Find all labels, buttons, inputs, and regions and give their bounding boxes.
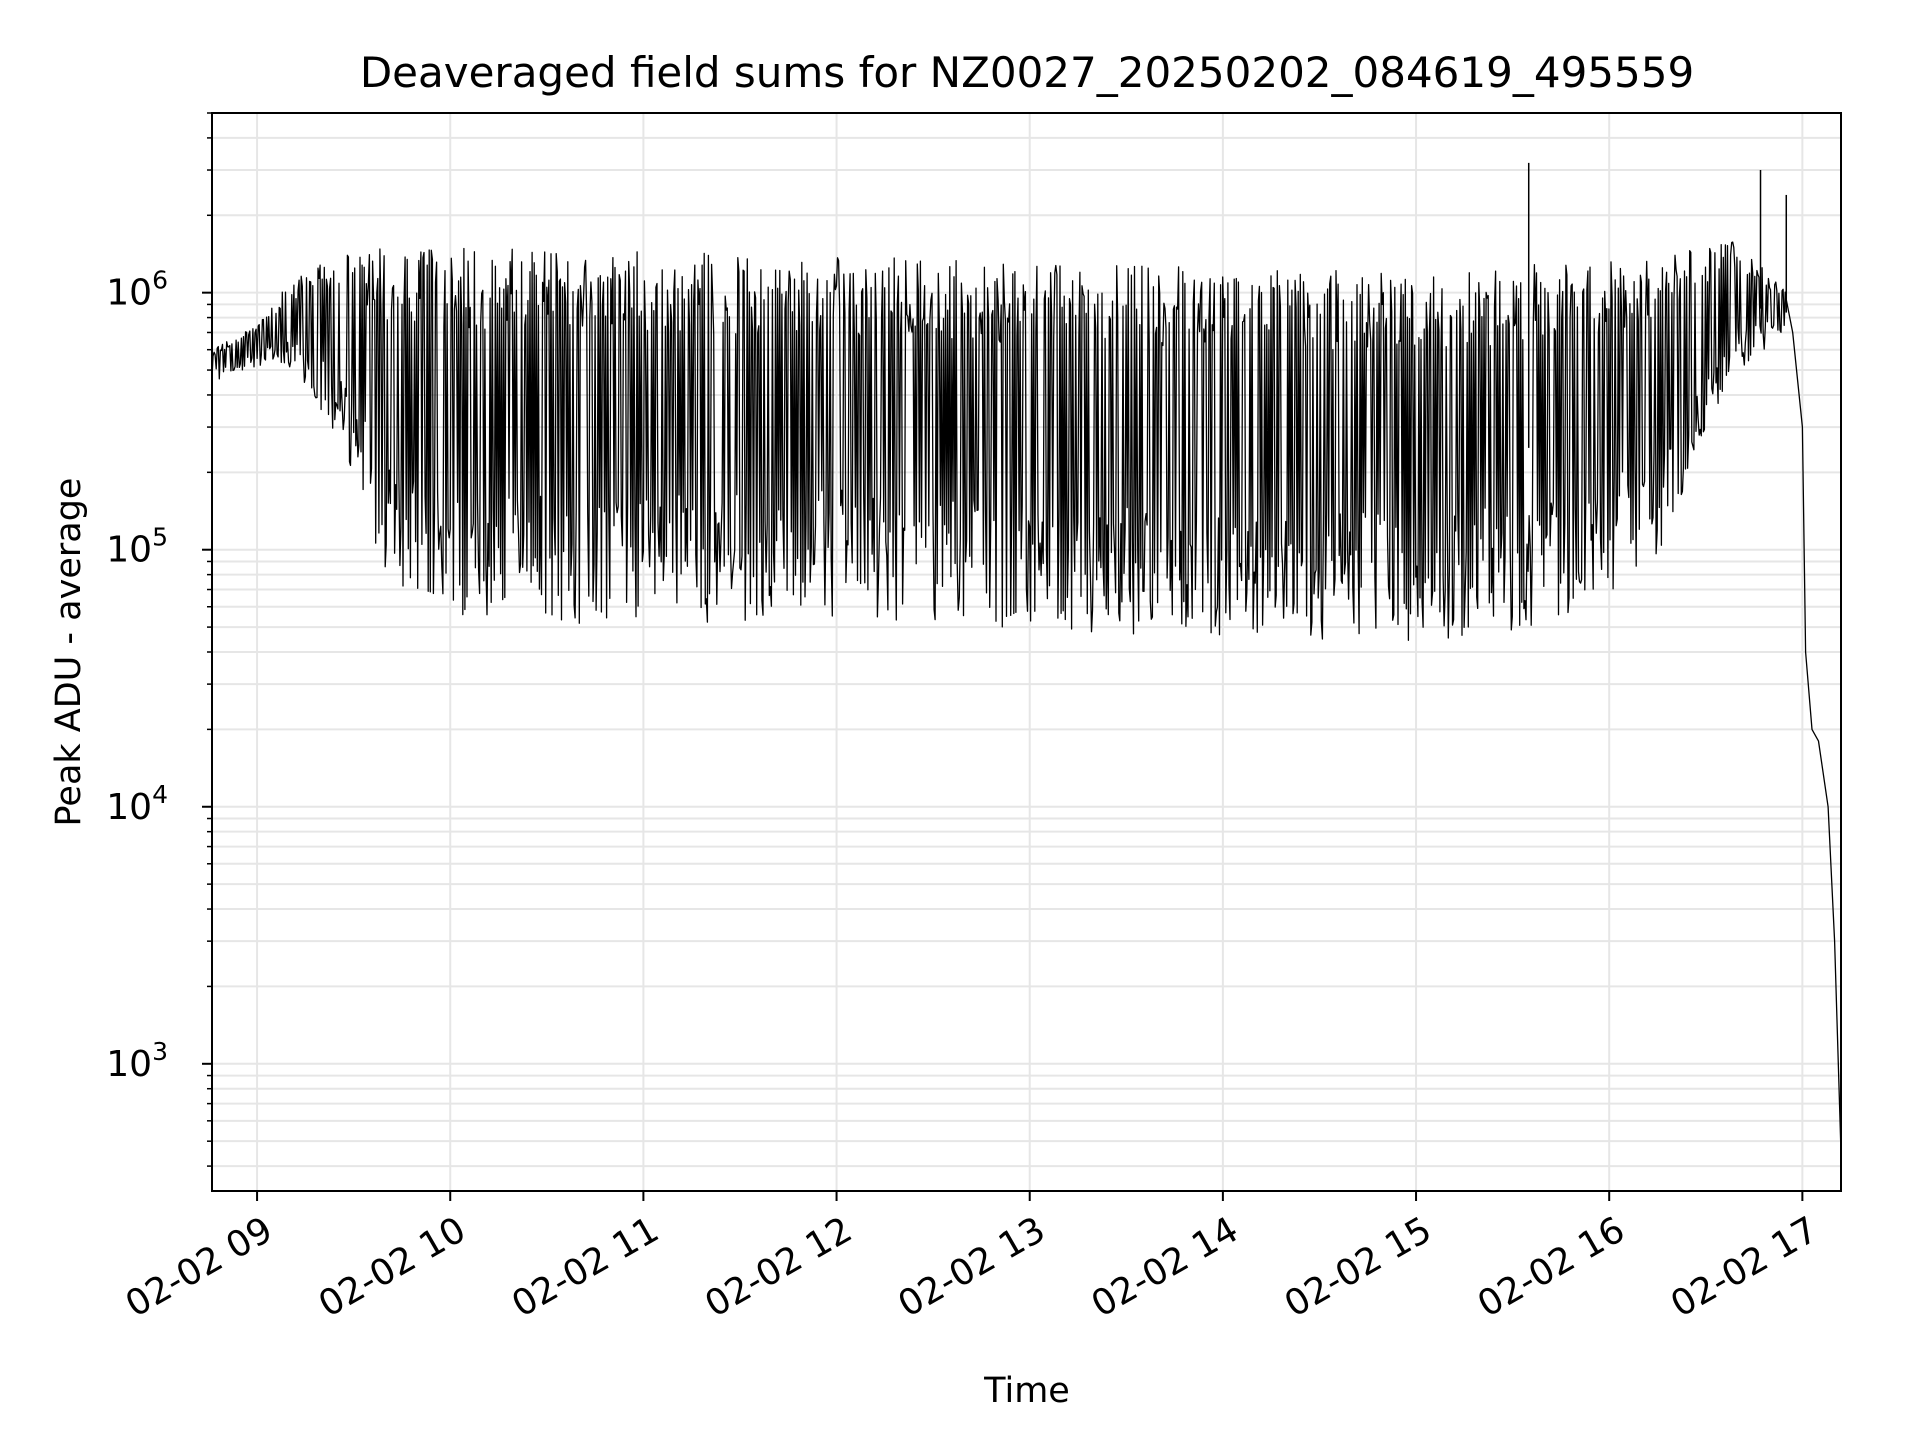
y-tick-label: 104 bbox=[106, 780, 168, 828]
x-axis-label: Time bbox=[983, 1371, 1070, 1411]
y-tick-label: 105 bbox=[106, 523, 168, 571]
y-tick-label: 103 bbox=[106, 1037, 168, 1085]
y-tick-label: 106 bbox=[106, 266, 168, 314]
series-line bbox=[211, 241, 1842, 1153]
data-layer bbox=[211, 162, 1842, 1153]
y-axis-label: Peak ADU - average bbox=[49, 478, 89, 827]
chart-title: Deaveraged field sums for NZ0027_2025020… bbox=[360, 48, 1694, 97]
